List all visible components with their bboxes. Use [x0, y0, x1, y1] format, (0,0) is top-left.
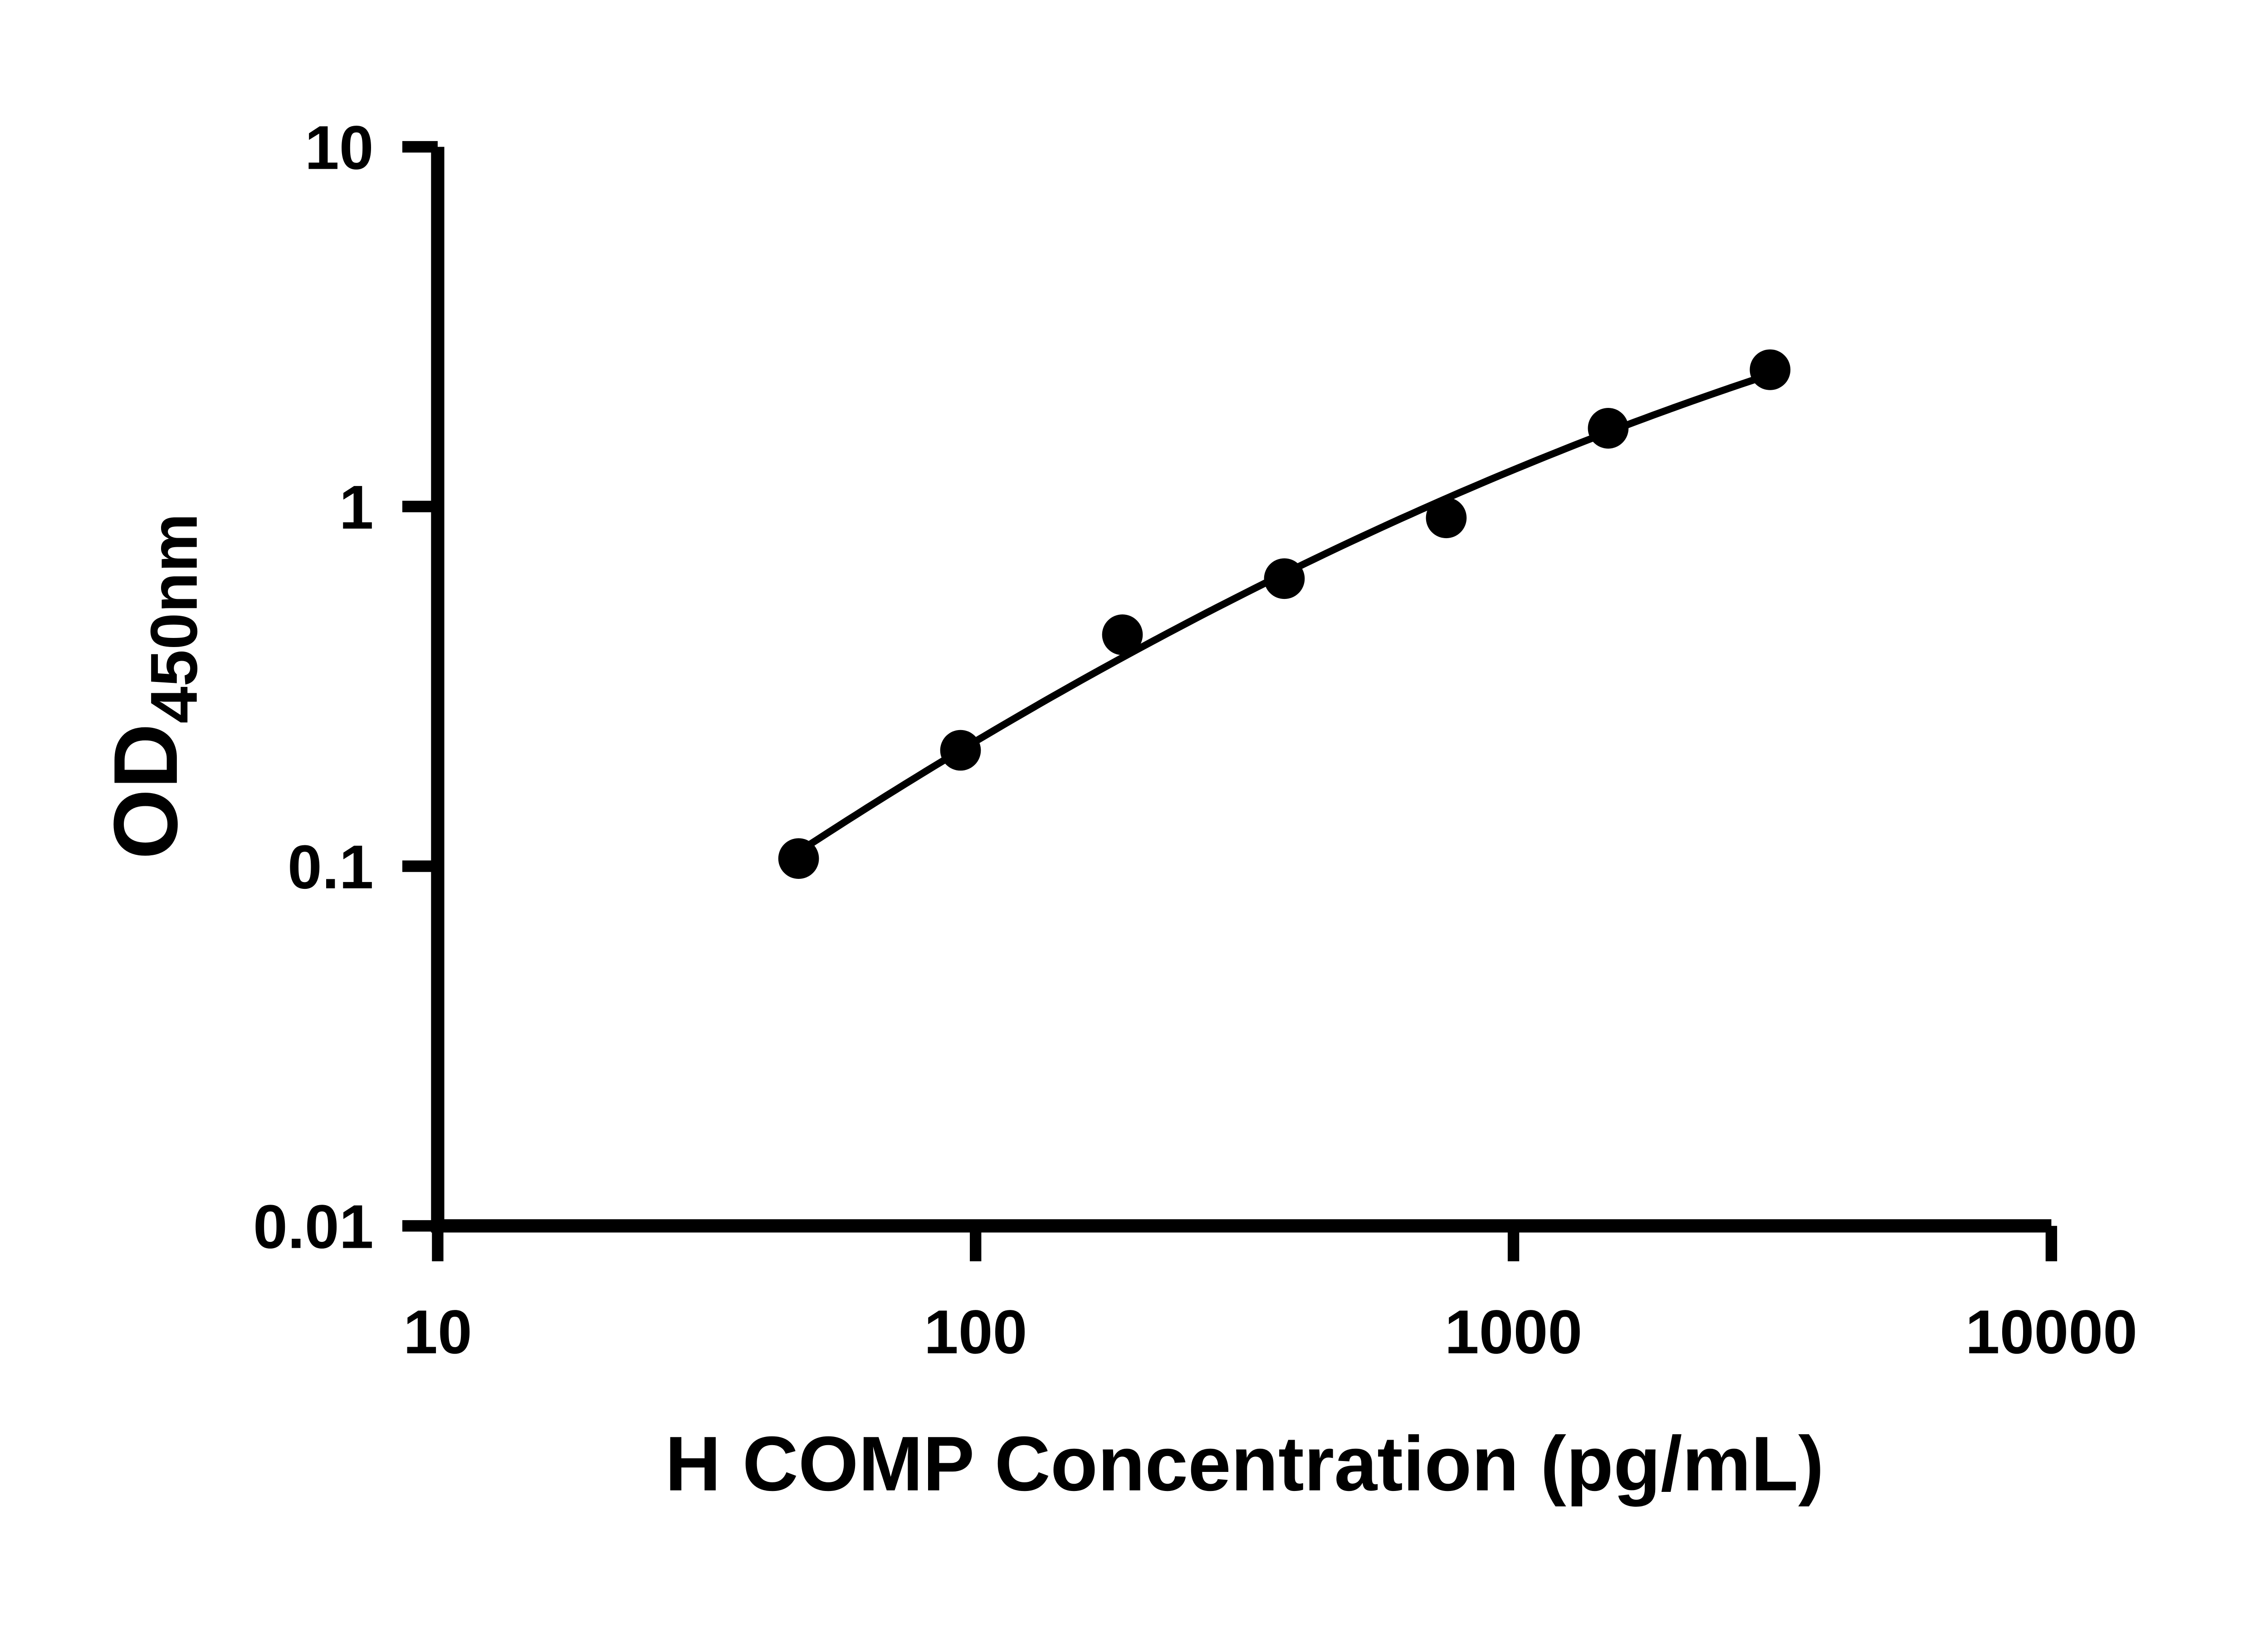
x-axis-title: H COMP Concentration (pg/mL) [665, 1421, 1824, 1507]
tick-marks [402, 141, 2058, 1261]
axis-spines [431, 147, 2052, 1233]
x-tick-label: 10 [403, 1297, 472, 1366]
data-point [1426, 497, 1467, 539]
data-point [940, 730, 981, 771]
y-tick-label: 0.1 [288, 832, 374, 902]
y-tick-label: 10 [305, 113, 374, 182]
y-tick-label: 1 [339, 472, 374, 542]
data-point [1102, 614, 1143, 655]
y-axis-title-subscript: 450nm [137, 513, 211, 723]
data-point [778, 838, 819, 879]
fit-curve [795, 371, 1774, 856]
y-tick-label: 0.01 [253, 1192, 374, 1261]
data-point [1264, 558, 1305, 599]
fit-curve-path [795, 371, 1774, 856]
data-point [1750, 349, 1791, 390]
data-point [1588, 408, 1629, 449]
chart-canvas: 10 100 1000 10000 0.01 0.1 1 10 H COMP Concentr… [95, 113, 2138, 1507]
tick-labels: 10 100 1000 10000 0.01 0.1 1 10 [253, 113, 2137, 1366]
y-axis-title: OD450nm [95, 513, 211, 859]
x-tick-label: 10000 [1965, 1297, 2137, 1366]
x-tick-label: 1000 [1445, 1297, 1583, 1366]
data-points [778, 349, 1791, 879]
elisa-standard-curve-figure: 10 100 1000 10000 0.01 0.1 1 10 H COMP Concentr… [95, 113, 2138, 1507]
x-tick-label: 100 [924, 1297, 1027, 1366]
axes [431, 147, 2052, 1233]
y-axis-title-main: OD [95, 723, 196, 859]
